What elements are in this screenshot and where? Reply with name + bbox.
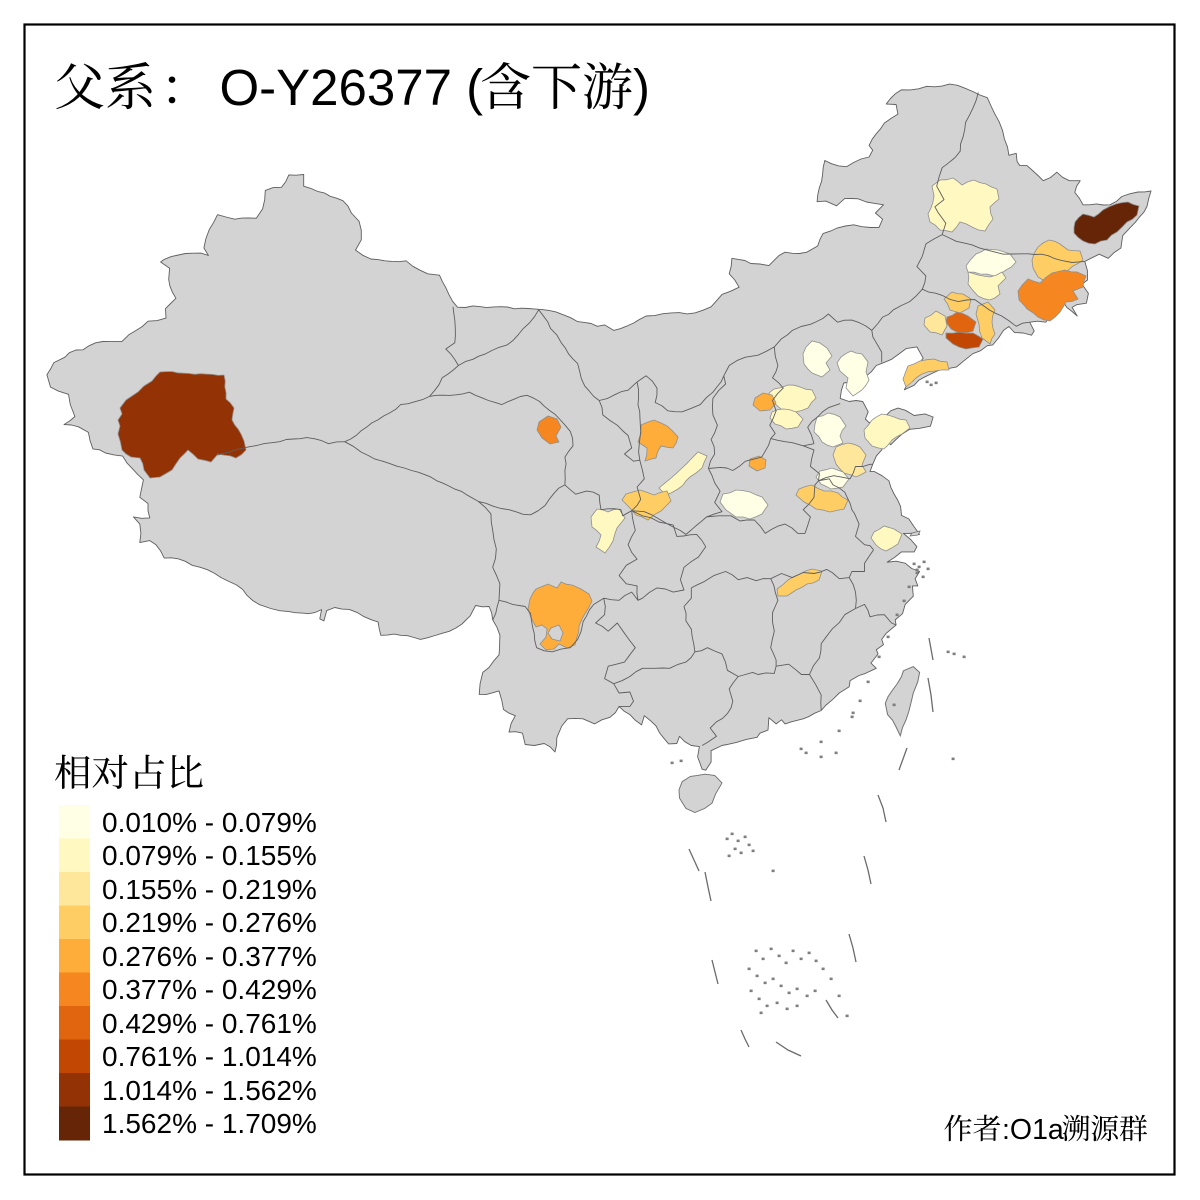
svg-text:0.276% - 0.377%: 0.276% - 0.377% [102, 941, 317, 972]
svg-text::O1a: :O1a [1002, 1114, 1064, 1146]
svg-text:1.562% - 1.709%: 1.562% - 1.709% [102, 1108, 317, 1139]
svg-text:1.014% - 1.562%: 1.014% - 1.562% [102, 1075, 317, 1106]
svg-text:0.010% - 0.079%: 0.010% - 0.079% [102, 807, 317, 838]
svg-text:O-Y26377 (: O-Y26377 ( [220, 59, 484, 116]
svg-text:0.377% - 0.429%: 0.377% - 0.429% [102, 974, 317, 1005]
svg-text:0.079% - 0.155%: 0.079% - 0.155% [102, 840, 317, 871]
svg-text:0.219% - 0.276%: 0.219% - 0.276% [102, 907, 317, 938]
svg-text:0.761% - 1.014%: 0.761% - 1.014% [102, 1041, 317, 1072]
svg-text:0.429% - 0.761%: 0.429% - 0.761% [102, 1008, 317, 1039]
svg-text:): ) [633, 59, 650, 116]
svg-text:0.155% - 0.219%: 0.155% - 0.219% [102, 874, 317, 905]
